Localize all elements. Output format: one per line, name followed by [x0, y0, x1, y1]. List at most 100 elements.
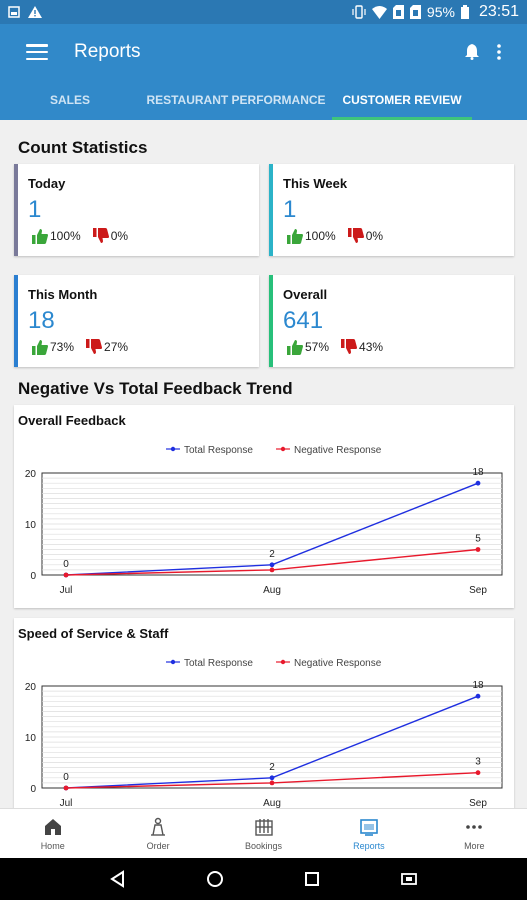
- data-label: 0: [63, 772, 69, 783]
- vibrate-icon: [352, 5, 366, 19]
- legend-marker: [170, 446, 176, 452]
- tab-customer-review[interactable]: CUSTOMER REVIEW: [332, 80, 472, 120]
- chart-legend: Total Response Negative Response: [166, 445, 382, 456]
- stat-card-today: Today 1 100% 0%: [14, 164, 259, 256]
- negative-percent: 0%: [365, 229, 384, 243]
- y-tick-label: 0: [30, 571, 36, 582]
- x-tick-label: Sep: [469, 585, 487, 596]
- data-point: [269, 562, 275, 568]
- thumbs-down-icon: [92, 228, 109, 243]
- bell-icon[interactable]: [465, 44, 479, 60]
- overflow-menu-icon[interactable]: [497, 44, 501, 60]
- thumbs-down-icon: [86, 339, 103, 354]
- thumbs-up-icon: [32, 340, 48, 355]
- more-icon: [466, 824, 483, 829]
- y-tick-label: 0: [30, 784, 36, 795]
- nav-bookings[interactable]: Bookings: [211, 809, 316, 858]
- nav-label: Reports: [353, 840, 385, 851]
- data-point: [269, 780, 275, 786]
- report-tabs: SALES RESTAURANT PERFORMANCE CUSTOMER RE…: [0, 80, 527, 120]
- stat-value: 1: [283, 196, 297, 223]
- data-point: [269, 775, 275, 781]
- stat-label: This Week: [283, 176, 348, 191]
- negative-percent: 27%: [104, 340, 129, 354]
- sim-icon-2: [409, 5, 421, 19]
- clock: 23:51: [478, 3, 519, 20]
- recents-icon[interactable]: [303, 870, 321, 888]
- stat-value: 1: [28, 196, 42, 223]
- home-icon: [44, 818, 61, 835]
- x-tick-label: Sep: [469, 798, 487, 808]
- legend-marker: [170, 659, 176, 665]
- nav-more[interactable]: More: [422, 809, 527, 858]
- nav-label: Home: [40, 840, 65, 851]
- chart-card-speed-of-service: Speed of Service & Staff Total Response N…: [14, 618, 514, 808]
- system-nav-bar: [0, 858, 527, 900]
- negative-percent: 0%: [110, 229, 129, 243]
- x-tick-label: Jul: [60, 585, 73, 596]
- data-label: 2: [269, 549, 275, 560]
- thumbs-down-icon: [347, 228, 364, 243]
- legend-label: Total Response: [184, 658, 253, 669]
- positive-percent: 57%: [305, 340, 330, 354]
- nav-home[interactable]: Home: [0, 809, 105, 858]
- screenshot-icon[interactable]: [400, 870, 418, 888]
- data-point: [269, 567, 275, 573]
- data-label: 3: [475, 757, 481, 768]
- back-icon[interactable]: [109, 870, 127, 888]
- positive-percent: 100%: [305, 229, 336, 243]
- legend-label: Total Response: [184, 445, 253, 456]
- data-label: 18: [472, 467, 484, 478]
- thumbs-up-icon: [32, 229, 48, 244]
- legend-marker: [280, 446, 286, 452]
- thumbs-up-icon: [287, 229, 303, 244]
- battery-icon: [460, 5, 469, 19]
- chart-title: Overall Feedback: [18, 413, 126, 428]
- chart-legend: Total Response Negative Response: [166, 658, 382, 669]
- stat-card-overall: Overall 641 57% 43%: [269, 275, 514, 367]
- y-tick-label: 20: [25, 682, 37, 693]
- data-label: 2: [269, 762, 275, 773]
- nav-reports[interactable]: Reports: [316, 809, 421, 858]
- data-label: 18: [472, 680, 484, 691]
- bottom-nav: Home Order Bookings Reports More: [0, 808, 527, 858]
- menu-icon[interactable]: [26, 44, 48, 60]
- nav-label: More: [464, 840, 485, 851]
- nav-label: Order: [146, 840, 170, 851]
- warning-icon: [28, 6, 42, 18]
- positive-percent: 100%: [50, 229, 81, 243]
- thumbs-down-icon: [341, 339, 358, 354]
- chart-card-overall-feedback: Overall Feedback Total Response Negative …: [14, 405, 514, 608]
- home-circle-icon[interactable]: [206, 870, 224, 888]
- stat-card-this-week: This Week 1 100% 0%: [269, 164, 514, 256]
- report-content[interactable]: Count Statistics Today 1 100% 0% This We…: [0, 120, 527, 808]
- stat-value: 641: [283, 307, 324, 334]
- tab-restaurant-performance[interactable]: RESTAURANT PERFORMANCE: [146, 93, 326, 107]
- y-tick-label: 10: [25, 520, 37, 531]
- trend-section-title: Negative Vs Total Feedback Trend: [18, 379, 293, 398]
- data-point: [475, 770, 481, 776]
- stat-label: Today: [28, 176, 66, 191]
- legend-label: Negative Response: [294, 658, 382, 669]
- battery-percent: 95%: [426, 4, 455, 20]
- data-point: [63, 572, 69, 578]
- app-bar: Reports: [0, 24, 527, 80]
- data-point: [475, 547, 481, 552]
- wifi-icon: [371, 5, 387, 19]
- data-label: 0: [63, 559, 69, 570]
- page-title: Reports: [74, 41, 141, 62]
- stat-label: This Month: [28, 287, 98, 302]
- nav-order[interactable]: Order: [105, 809, 210, 858]
- thumbs-up-icon: [287, 340, 303, 355]
- stat-value: 18: [28, 307, 55, 334]
- data-point: [475, 693, 481, 699]
- count-statistics-title: Count Statistics: [18, 138, 148, 157]
- y-tick-label: 10: [25, 733, 37, 744]
- bookings-icon: [254, 818, 273, 836]
- tab-sales[interactable]: SALES: [49, 93, 90, 107]
- status-bar: 95% 23:51: [0, 0, 527, 24]
- reports-icon: [360, 818, 378, 836]
- sim-icon: [392, 5, 404, 19]
